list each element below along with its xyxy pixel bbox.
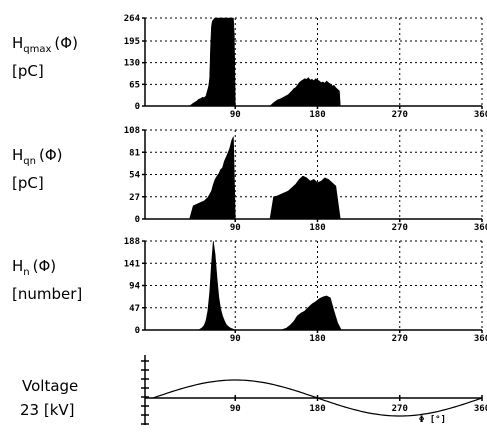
panel-label-0: Hqmax (Φ) [12,34,78,55]
voltage-sine-line [152,379,483,417]
x-tick-label: 180 [309,110,325,120]
y-tick-label: 65 [129,80,140,90]
y-tick-label: 54 [129,171,140,181]
label-arg: (Φ) [54,34,78,52]
voltage-x-tick-label: 180 [309,404,325,414]
panel-unit-1: [pC] [12,174,44,192]
y-tick-label: 81 [129,148,140,158]
voltage-unit-label: 23 [kV] [20,401,75,419]
x-tick-label: 360 [474,223,487,233]
panel-unit-2: [number] [12,285,82,303]
y-tick-label: 141 [124,259,140,269]
voltage-x-tick-label: 270 [392,404,408,414]
x-tick-label: 90 [230,110,241,120]
histogram-area-2-1 [280,295,342,331]
x-tick-label: 270 [392,110,408,120]
x-tick-label: 360 [474,110,487,120]
voltage-x-label: Φ [°] [419,415,446,425]
label-main: H [12,146,23,164]
x-tick-label: 180 [309,223,325,233]
label-sub: qn [23,156,36,167]
panel-label-1: Hqn (Φ) [12,146,62,167]
panel-label-2: Hn (Φ) [12,257,56,278]
y-tick-label: 264 [124,14,141,24]
y-tick-label: 47 [129,304,140,314]
label-main: H [12,34,23,52]
y-tick-label: 0 [135,102,140,112]
y-tick-label: 27 [129,193,140,203]
label-sub: qmax [23,44,51,55]
y-tick-label: 0 [135,215,140,225]
y-tick-label: 188 [124,237,140,247]
histogram-area-2-0 [197,240,236,331]
x-tick-label: 180 [309,334,325,344]
voltage-label: Voltage [22,377,78,395]
histogram-area-0-1 [269,77,341,107]
label-arg: (Φ) [33,257,57,275]
label-arg: (Φ) [39,146,63,164]
histogram-area-1-1 [269,175,341,220]
y-tick-label: 94 [129,282,140,292]
label-main: H [12,257,23,275]
y-tick-label: 195 [124,37,140,47]
label-sub: n [23,267,29,278]
y-tick-label: 130 [124,59,140,69]
x-tick-label: 270 [392,223,408,233]
voltage-x-tick-label: 360 [474,404,487,414]
voltage-x-tick-label: 90 [230,404,241,414]
histogram-area-1-0 [189,136,236,220]
x-tick-label: 270 [392,334,408,344]
y-tick-label: 0 [135,326,140,336]
x-tick-label: 360 [474,334,487,344]
panel-unit-0: [pC] [12,62,44,80]
x-tick-label: 90 [230,223,241,233]
x-tick-label: 90 [230,334,241,344]
y-tick-label: 108 [124,126,140,136]
